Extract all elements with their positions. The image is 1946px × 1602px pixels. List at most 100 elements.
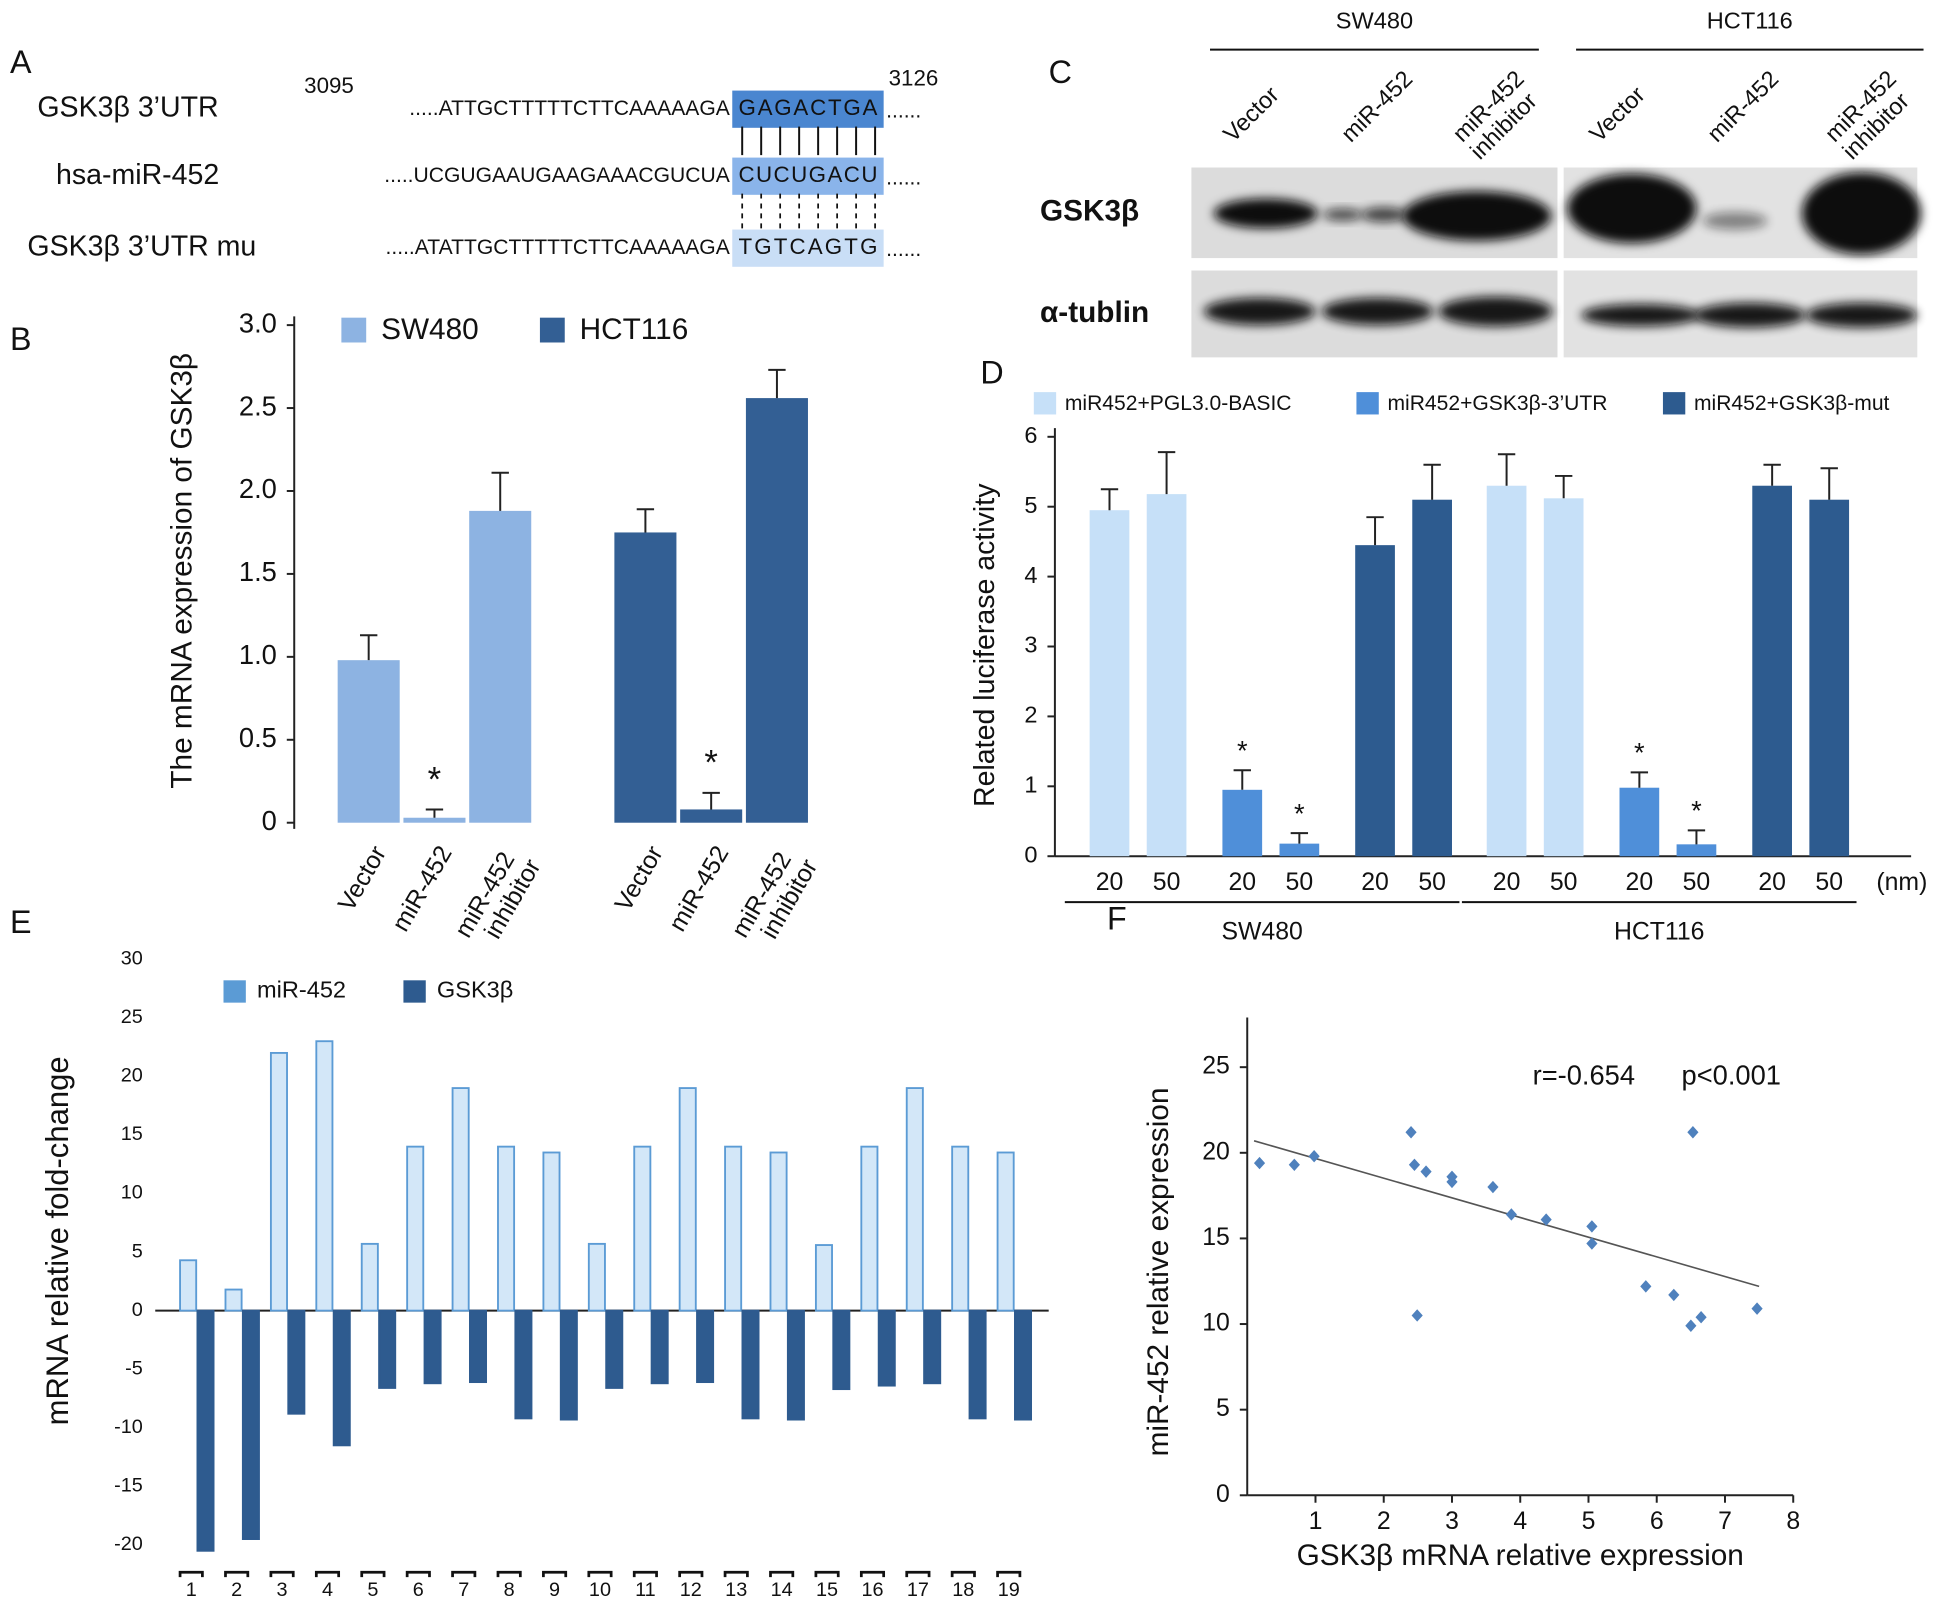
x-tick-label: 20 <box>1228 869 1256 896</box>
y-tick-label: -10 <box>114 1416 143 1438</box>
bar <box>587 1242 606 1312</box>
error-bar <box>1820 467 1838 500</box>
bar <box>514 1309 533 1420</box>
error-bar <box>1290 832 1309 844</box>
x-tick-label: 4 <box>1513 1508 1527 1535</box>
blot-band <box>1438 296 1553 327</box>
x-tick-label: 7 <box>458 1579 469 1601</box>
bar <box>269 1051 288 1312</box>
sequence: .....ATTGCTTTTTCTTCAAAAAGA <box>409 97 730 120</box>
bar <box>996 1151 1015 1312</box>
y-tick-label: 0 <box>132 1299 143 1321</box>
blot-band <box>1581 304 1701 327</box>
lane-label: Vector <box>1218 81 1284 147</box>
sequence-name: GSK3β 3’UTR <box>37 92 218 124</box>
bracket <box>814 1570 840 1578</box>
sequence: .....UCGUGAAUGAAGAAACGUCUA <box>384 164 730 187</box>
legend-label: GSK3β <box>437 977 513 1003</box>
y-tick-label: 1 <box>1024 772 1037 798</box>
significance: * <box>1294 798 1305 829</box>
x-tick-label: 16 <box>861 1579 883 1601</box>
bar <box>1412 499 1452 857</box>
blot-band <box>1805 302 1918 328</box>
bar <box>633 1145 652 1312</box>
bar <box>559 1309 578 1421</box>
y-tick-label: 5 <box>1216 1395 1230 1422</box>
sequence-name: GSK3β 3’UTR mu <box>27 231 256 263</box>
error-bar <box>702 791 720 810</box>
seed-site: TGTCAGTG <box>738 234 877 259</box>
position-label: 3095 <box>304 73 354 98</box>
y-tick-label: 3.0 <box>239 307 277 338</box>
x-tick-label: 50 <box>1286 869 1314 896</box>
blot-group: SW480 <box>1336 8 1413 34</box>
error-bar <box>1497 453 1516 486</box>
bar <box>745 398 808 823</box>
point <box>1540 1213 1552 1226</box>
bar <box>614 532 677 823</box>
bracket <box>587 1570 613 1578</box>
x-tick-label: 8 <box>504 1579 515 1601</box>
point <box>1487 1180 1499 1194</box>
x-tick-label: miR-452 inhibitor <box>450 842 546 956</box>
sequence: ...... <box>886 238 921 261</box>
point <box>1586 1237 1598 1250</box>
error-bar <box>1100 488 1119 511</box>
bar <box>451 1087 470 1312</box>
legend-swatch <box>539 317 565 343</box>
legend-swatch <box>341 317 367 343</box>
y-tick-label: 15 <box>121 1123 143 1145</box>
blot-band <box>1213 198 1318 229</box>
error-bar <box>1366 516 1384 546</box>
bar <box>696 1309 715 1384</box>
site-box <box>732 229 884 267</box>
error-bar <box>359 634 378 661</box>
bar <box>332 1309 351 1447</box>
group-label: SW480 <box>1221 919 1302 946</box>
point <box>1408 1158 1421 1171</box>
bar <box>378 1309 397 1389</box>
position-label: 3126 <box>889 65 939 90</box>
bar <box>1279 843 1320 857</box>
legend-swatch <box>1033 392 1057 415</box>
sequence: ...... <box>886 166 921 189</box>
x-tick-label: 3 <box>1445 1508 1459 1535</box>
x-tick-label: 15 <box>816 1579 838 1601</box>
x-tick-label: 18 <box>952 1579 974 1601</box>
bracket <box>360 1570 386 1578</box>
x-tick-label: 6 <box>413 1579 424 1601</box>
point <box>1751 1302 1763 1315</box>
blot-band <box>1203 297 1316 326</box>
bracket <box>859 1570 886 1578</box>
blot-band <box>1801 172 1922 255</box>
x-tick-label: 5 <box>367 1579 378 1601</box>
row-label: α-tublin <box>1040 296 1149 329</box>
y-tick-label: 10 <box>121 1182 143 1204</box>
bar <box>741 1309 760 1420</box>
bar <box>337 660 400 823</box>
x-tick-label: 6 <box>1650 1508 1664 1535</box>
legend-swatch <box>403 980 426 1003</box>
blot-band <box>1321 297 1434 326</box>
bar <box>1014 1309 1033 1421</box>
bar <box>951 1145 970 1312</box>
bar <box>497 1145 516 1312</box>
error-bar <box>425 808 444 818</box>
x-tick-label: 12 <box>680 1579 702 1601</box>
y-tick-label: 2 <box>1024 702 1037 728</box>
bar <box>179 1259 198 1312</box>
significance: * <box>1691 795 1702 826</box>
panel-label: D <box>980 354 1003 390</box>
y-tick-label: 0 <box>262 805 277 836</box>
bar <box>1543 498 1584 857</box>
point <box>1685 1319 1697 1332</box>
lane-label: miR-452 <box>1702 66 1783 147</box>
bar <box>832 1309 851 1391</box>
x-tick-label: 11 <box>635 1579 656 1601</box>
point <box>1687 1126 1699 1139</box>
y-tick-label: 1.5 <box>239 556 277 587</box>
y-tick-label: 20 <box>121 1065 143 1087</box>
bar <box>241 1309 260 1540</box>
y-tick-label: 0.5 <box>239 722 277 753</box>
bracket <box>224 1570 250 1578</box>
